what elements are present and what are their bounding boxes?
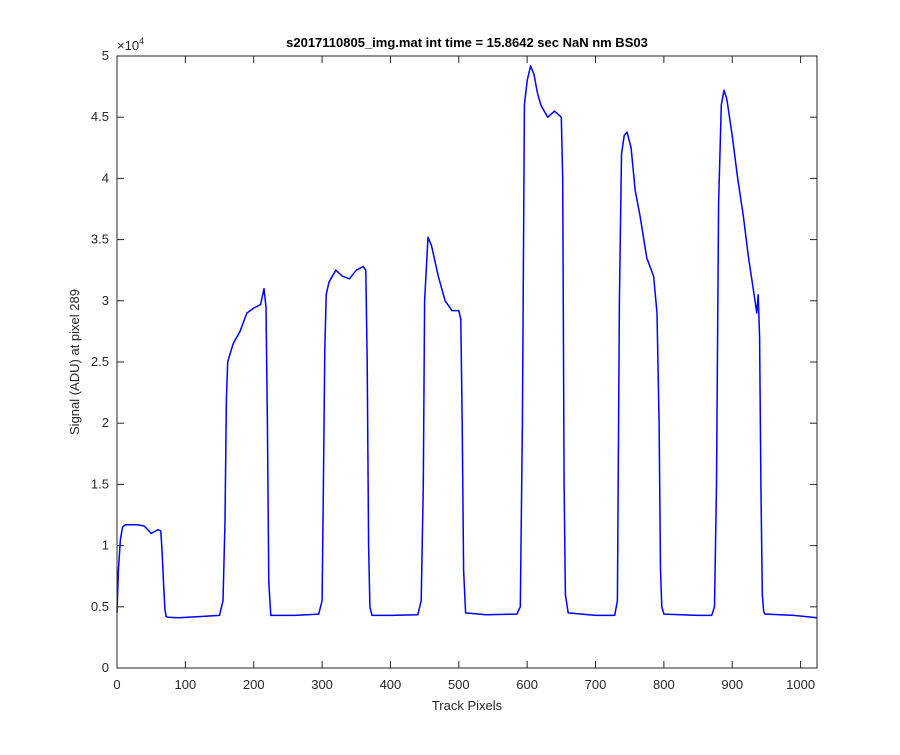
- x-tick-label: 1000: [786, 677, 815, 692]
- x-tick-label: 400: [380, 677, 402, 692]
- series-line: [116, 65, 818, 619]
- x-tick-label: 300: [311, 677, 333, 692]
- y-tick-label: 3.5: [91, 232, 109, 247]
- y-tick-label: 0: [102, 660, 109, 675]
- y-tick-label: 1.5: [91, 476, 109, 491]
- x-tick-label: 900: [721, 677, 743, 692]
- y-exponent-base: ×10: [117, 38, 139, 53]
- y-exponent-label: ×104: [117, 36, 144, 53]
- x-tick-label: 200: [243, 677, 265, 692]
- plot-frame: [116, 55, 818, 669]
- axis-tick-labels: 0 100 200 300 400 500 600 700 800 900 1000 0 0.5 1 1.5…: [91, 48, 815, 692]
- plot-area: [117, 56, 817, 668]
- y-tick-label: 5: [102, 48, 109, 63]
- x-axis-label: Track Pixels: [432, 698, 503, 713]
- y-tick-label: 4: [102, 170, 109, 185]
- y-tick-label: 3: [102, 293, 109, 308]
- y-tick-label: 1: [102, 538, 109, 553]
- y-tick-label: 2.5: [91, 354, 109, 369]
- series-layer: [116, 65, 818, 619]
- chart-title: s2017110805_img.mat int time = 15.8642 s…: [286, 35, 648, 50]
- x-tick-label: 600: [516, 677, 538, 692]
- y-tick-label: 4.5: [91, 109, 109, 124]
- y-exponent-power: 4: [139, 36, 144, 46]
- y-axis-label: Signal (ADU) at pixel 289: [67, 289, 82, 435]
- x-tick-label: 100: [175, 677, 197, 692]
- x-tick-label: 500: [448, 677, 470, 692]
- x-tick-label: 700: [585, 677, 607, 692]
- x-tick-label: 800: [653, 677, 675, 692]
- y-tick-label: 2: [102, 415, 109, 430]
- x-tick-label: 0: [113, 677, 120, 692]
- y-tick-label: 0.5: [91, 599, 109, 614]
